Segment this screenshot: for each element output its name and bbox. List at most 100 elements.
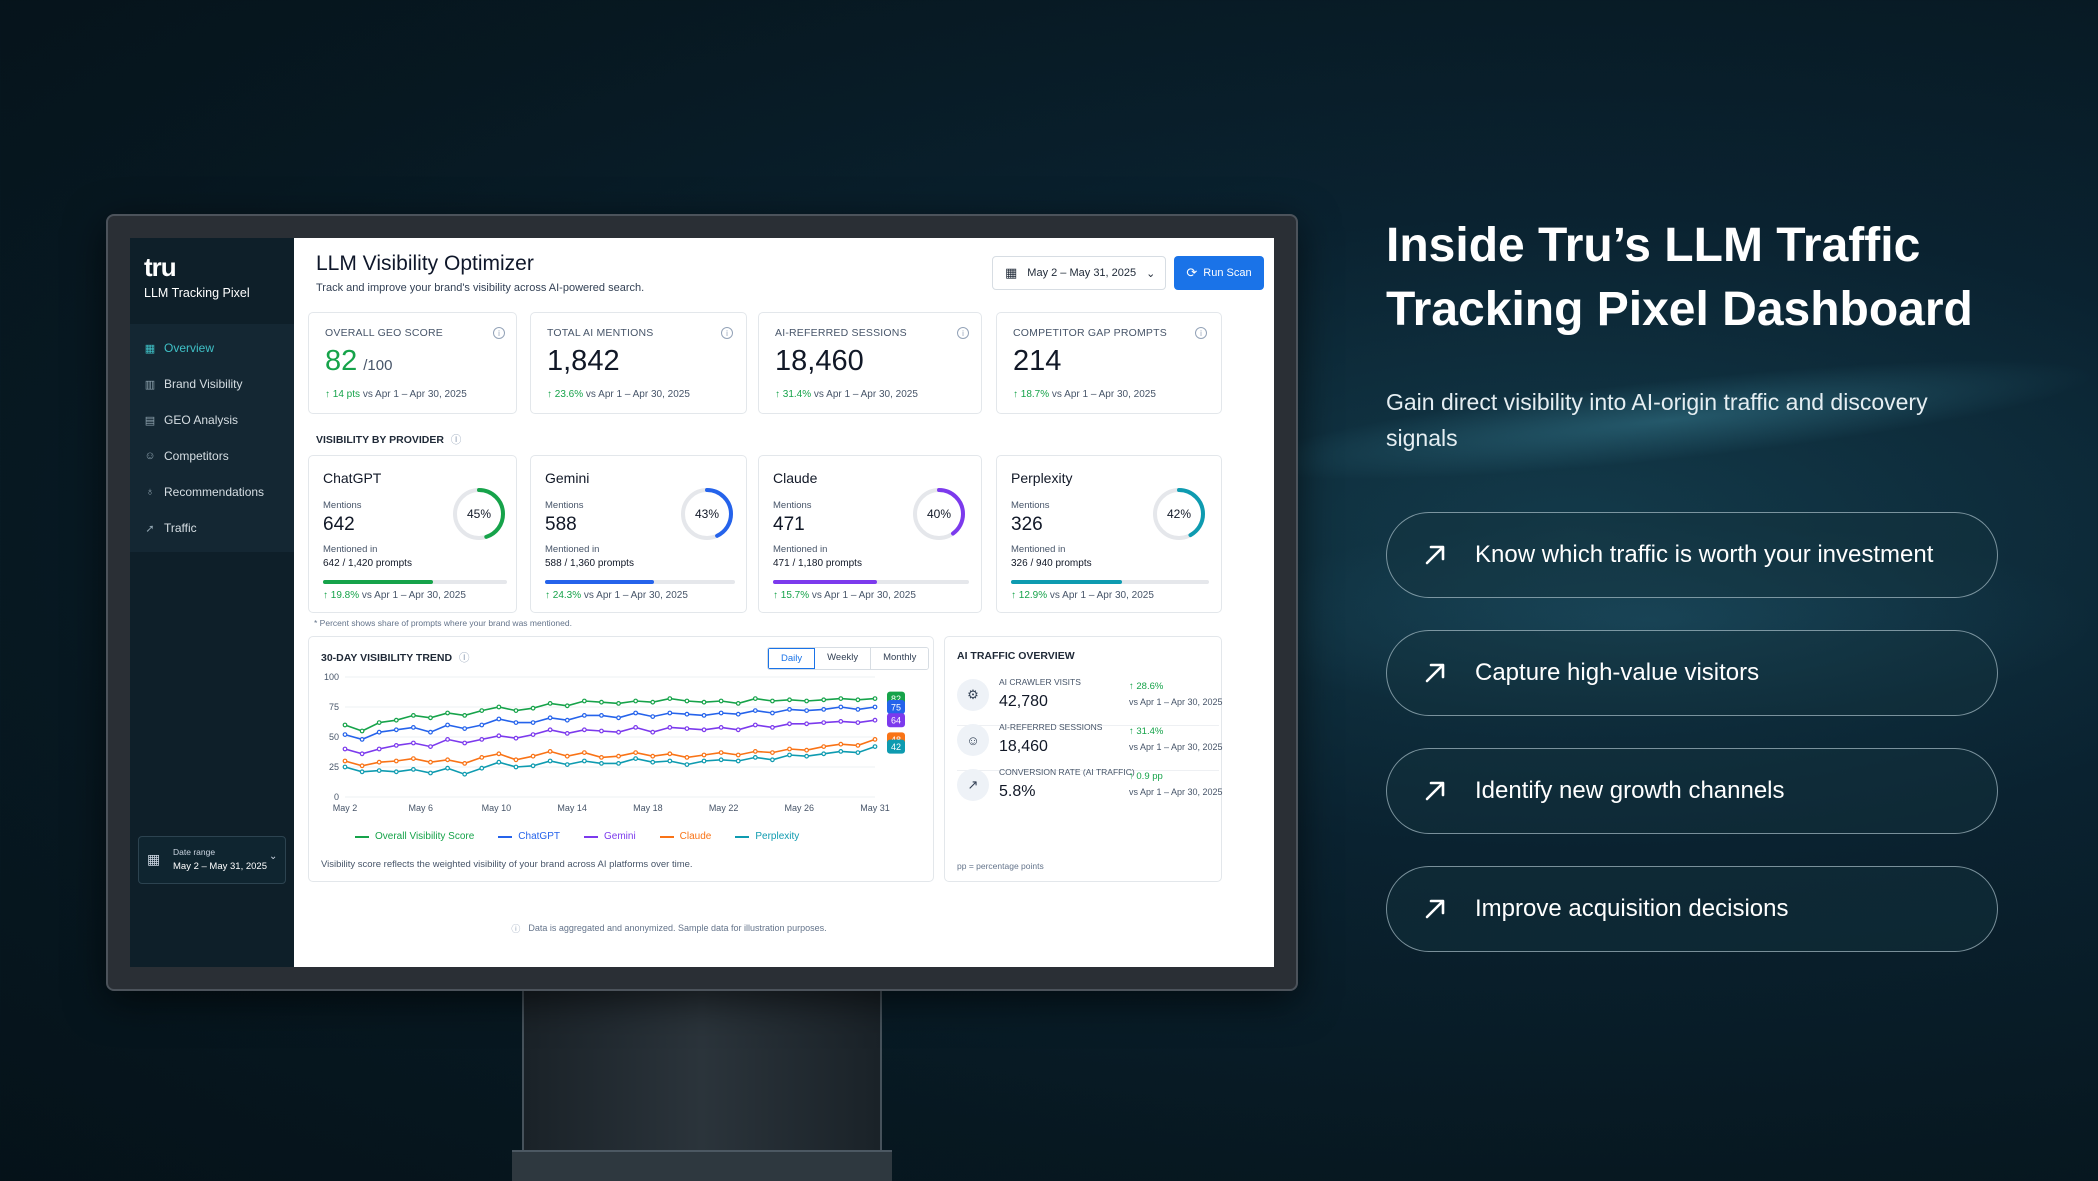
- sidebar-item-recommendations[interactable]: ♁ Recommendations: [144, 482, 264, 502]
- users-icon: ☺: [144, 450, 156, 462]
- legend-entry[interactable]: Claude: [659, 831, 711, 842]
- benefit-text: Identify new growth channels: [1475, 777, 1785, 804]
- divider: [957, 770, 1219, 771]
- provider-change: ↑ 12.9% vs Apr 1 – Apr 30, 2025: [1011, 590, 1154, 601]
- data-point: [770, 710, 775, 716]
- data-point: [787, 697, 792, 703]
- data-point: [376, 729, 382, 735]
- traffic-row-label: AI-Referred Sessions: [999, 722, 1103, 732]
- refresh-icon: ⟳: [1186, 265, 1198, 280]
- data-point: [547, 701, 553, 706]
- tab-daily[interactable]: Daily: [768, 648, 816, 669]
- brand-logo[interactable]: tru: [144, 252, 177, 282]
- y-tick-label: 50: [329, 732, 339, 742]
- data-point: [633, 750, 639, 755]
- provider-percent: 45%: [466, 507, 492, 521]
- end-value-badge: [887, 739, 905, 754]
- background-glow-secondary: [1200, 520, 2098, 720]
- data-point: [410, 756, 416, 761]
- legend-swatch: [735, 835, 750, 838]
- data-point: [462, 760, 468, 766]
- data-point: [770, 757, 775, 763]
- tab-weekly[interactable]: Weekly: [815, 648, 872, 669]
- sidebar-item-brand-visibility[interactable]: ▥ Brand Visibility: [144, 374, 243, 394]
- info-icon[interactable]: ⓘ: [459, 652, 470, 664]
- date-picker[interactable]: ▦ May 2 – May 31, 2025 ⌄: [992, 256, 1166, 290]
- run-scan-button[interactable]: ⟳ Run Scan: [1174, 256, 1264, 290]
- benefit-text: Improve acquisition decisions: [1475, 895, 1789, 922]
- sidebar: tru LLM Tracking Pixel ▦ Overview ▥ Bran…: [130, 238, 294, 967]
- legend-label: Gemini: [603, 831, 636, 842]
- provider-card-perplexity: Perplexity Mentions 326 Mentioned in 326…: [996, 455, 1222, 613]
- data-point: [821, 697, 827, 703]
- provider-prompts: 642 / 1,420 prompts: [323, 558, 412, 569]
- data-point: [752, 754, 758, 760]
- calendar-icon: ▦: [147, 851, 161, 867]
- data-point: [701, 699, 707, 705]
- sidebar-date-range[interactable]: ▦ Date range May 2 – May 31, 2025 ⌄: [138, 836, 286, 884]
- legend-entry[interactable]: Gemini: [583, 831, 636, 842]
- provider-progress-bar: [323, 580, 507, 584]
- kpi-card-geo-score: Overall GEO Score i 82/100 ↑ 14 pts vs A…: [308, 312, 517, 414]
- legend-entry[interactable]: Perplexity: [735, 831, 799, 842]
- data-point: [513, 764, 519, 770]
- data-point: [838, 719, 844, 724]
- provider-mentioned-in-label: Mentioned in: [545, 544, 600, 555]
- data-point: [599, 760, 604, 766]
- data-point: [445, 765, 450, 771]
- trend-tabs: Daily Weekly Monthly: [767, 647, 930, 670]
- data-point: [530, 720, 536, 725]
- providers-section-title: Visibility by Provider ⓘ: [316, 434, 462, 446]
- info-icon[interactable]: i: [957, 327, 969, 339]
- info-icon[interactable]: ⓘ: [450, 434, 462, 446]
- data-point: [684, 711, 690, 717]
- data-point: [667, 751, 673, 757]
- data-point: [718, 757, 724, 763]
- kpi-label: Competitor Gap Prompts: [1013, 327, 1167, 339]
- info-icon[interactable]: i: [493, 327, 505, 339]
- data-point: [667, 710, 673, 716]
- data-point: [376, 759, 382, 765]
- data-point: [752, 708, 758, 713]
- series-line-2: [344, 719, 876, 755]
- data-point: [496, 759, 502, 765]
- kpi-label: Total AI Mentions: [547, 327, 654, 339]
- series-line-1: [344, 706, 876, 741]
- y-tick-label: 0: [334, 792, 339, 802]
- y-tick-label: 75: [329, 702, 339, 712]
- data-point: [496, 704, 502, 710]
- x-tick-label: May 14: [557, 803, 587, 813]
- data-point: [838, 696, 844, 702]
- legend-entry[interactable]: ChatGPT: [498, 831, 560, 842]
- data-point: [599, 754, 604, 760]
- x-tick-label: May 22: [709, 803, 739, 813]
- info-icon[interactable]: i: [1195, 327, 1207, 339]
- sidebar-item-overview[interactable]: ▦ Overview: [144, 338, 214, 358]
- data-point: [599, 699, 604, 705]
- data-point: [564, 762, 570, 767]
- data-point: [479, 708, 485, 713]
- tab-monthly[interactable]: Monthly: [871, 648, 929, 669]
- data-point: [701, 727, 707, 733]
- data-point: [359, 751, 365, 757]
- data-point: [855, 720, 861, 725]
- sidebar-item-geo-analysis[interactable]: ▤ GEO Analysis: [144, 410, 238, 430]
- data-point: [428, 715, 433, 721]
- data-point: [342, 722, 348, 728]
- info-icon[interactable]: i: [721, 327, 733, 339]
- data-point: [393, 717, 399, 723]
- data-point: [787, 746, 792, 752]
- kpi-value: 1,842: [547, 345, 620, 377]
- trend-title: 30-Day Visibility Trend ⓘ: [321, 652, 470, 664]
- provider-name: ChatGPT: [323, 470, 382, 486]
- sidebar-item-traffic[interactable]: ➚ Traffic: [144, 518, 196, 538]
- data-point: [821, 751, 827, 757]
- trend-chart-card: 30-Day Visibility Trend ⓘ Daily Weekly M…: [308, 636, 934, 882]
- data-point: [410, 725, 416, 730]
- traffic-row-value: 42,780: [999, 693, 1048, 710]
- data-point: [770, 750, 775, 755]
- sidebar-item-competitors[interactable]: ☺ Competitors: [144, 446, 228, 466]
- legend-entry[interactable]: Overall Visibility Score: [355, 831, 474, 842]
- data-point: [581, 758, 587, 764]
- main-content: LLM Visibility Optimizer Track and impro…: [294, 238, 1274, 967]
